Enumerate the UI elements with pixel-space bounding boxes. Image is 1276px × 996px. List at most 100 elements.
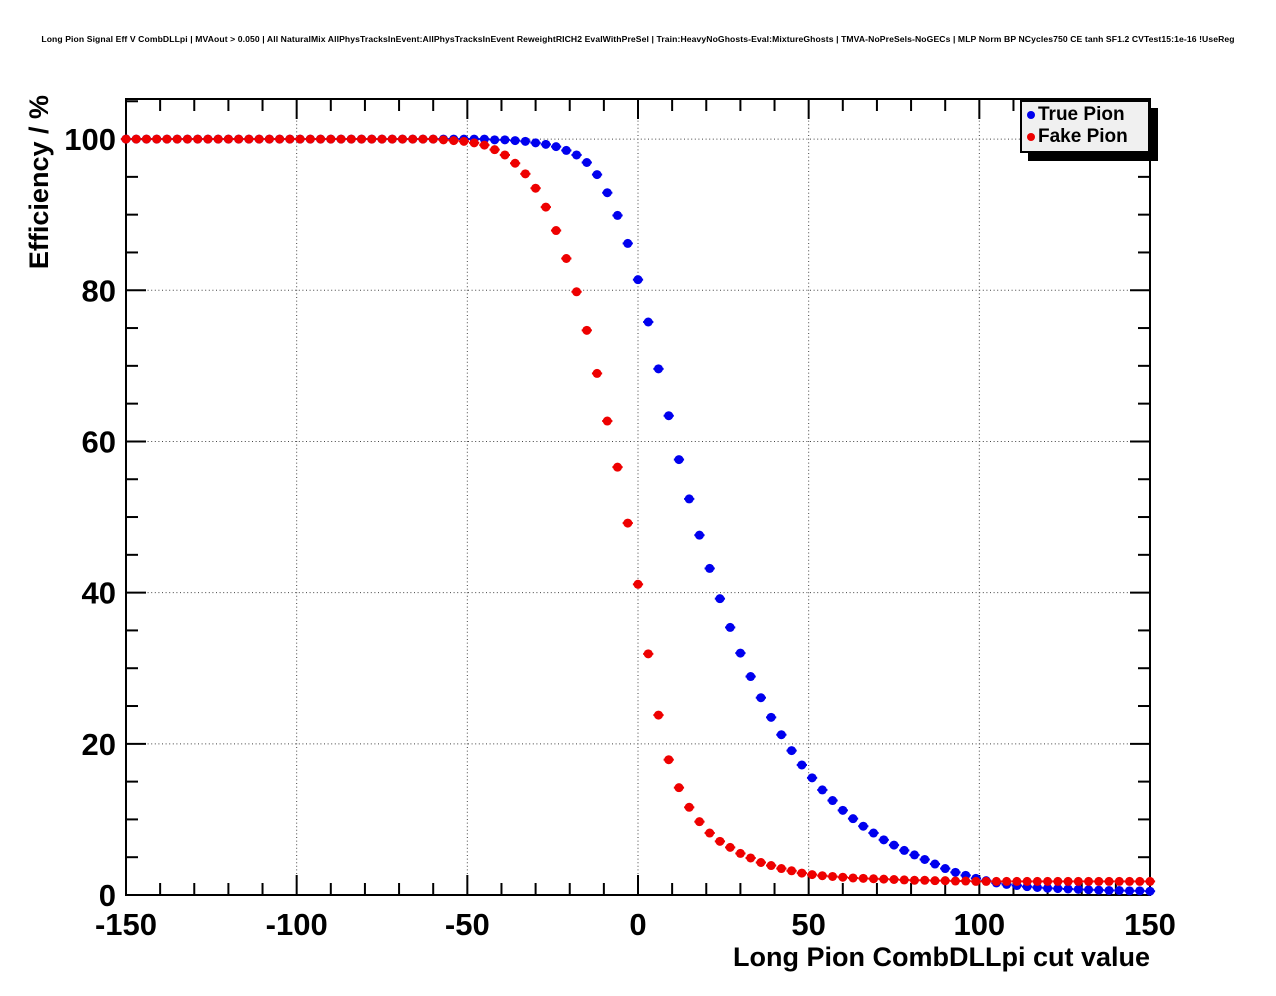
data-point: [223, 134, 233, 144]
svg-text:100: 100: [953, 907, 1005, 942]
data-point: [1135, 876, 1145, 886]
svg-text:-100: -100: [266, 907, 328, 942]
data-point: [377, 134, 387, 144]
data-point: [930, 859, 940, 869]
data-point: [1145, 886, 1155, 896]
data-point: [152, 134, 162, 144]
data-point: [613, 462, 623, 472]
axis-ticks: [125, 99, 1151, 896]
data-point: [602, 188, 612, 198]
data-point: [1073, 884, 1083, 894]
data-point: [858, 821, 868, 831]
data-point: [182, 134, 192, 144]
series-true-pion: [120, 134, 1156, 896]
data-point: [1135, 886, 1145, 896]
y-tick-labels: 0 20 40 60 80 100: [64, 122, 116, 913]
data-point: [520, 136, 530, 146]
data-point: [869, 874, 879, 884]
svg-text:20: 20: [82, 727, 116, 762]
data-point: [817, 785, 827, 795]
data-point: [1104, 885, 1114, 895]
data-point: [623, 518, 633, 528]
data-point: [387, 134, 397, 144]
data-point: [694, 530, 704, 540]
legend-label-fake-pion: Fake Pion: [1038, 126, 1128, 147]
data-point: [889, 840, 899, 850]
data-point: [602, 416, 612, 426]
data-point: [776, 864, 786, 874]
data-point: [397, 134, 407, 144]
data-point: [234, 134, 244, 144]
data-point: [705, 828, 715, 838]
data-point: [408, 134, 418, 144]
data-point: [162, 134, 172, 144]
legend-entry-true-pion: True Pion: [1022, 104, 1148, 126]
data-point: [264, 134, 274, 144]
svg-text:-50: -50: [445, 907, 490, 942]
data-point: [1094, 885, 1104, 895]
data-point: [797, 760, 807, 770]
data-point: [479, 140, 489, 150]
data-point: [469, 138, 479, 148]
data-point: [500, 150, 510, 160]
data-point: [438, 135, 448, 145]
data-point: [1145, 876, 1155, 886]
legend-entry-fake-pion: Fake Pion: [1022, 126, 1148, 148]
data-point: [940, 864, 950, 874]
data-point: [203, 134, 213, 144]
data-point: [336, 134, 346, 144]
x-tick-labels: -150 -100 -50 0 50 100 150: [95, 907, 1176, 942]
data-point: [950, 876, 960, 886]
data-point: [172, 134, 182, 144]
data-point: [971, 876, 981, 886]
data-point: [582, 157, 592, 167]
data-point: [1094, 876, 1104, 886]
data-point: [643, 317, 653, 327]
data-point: [858, 873, 868, 883]
plot-title: Long Pion Signal Eff V CombDLLpi | MVAou…: [41, 34, 1235, 44]
data-point: [592, 368, 602, 378]
data-point: [1043, 883, 1053, 893]
data-point: [838, 805, 848, 815]
data-point: [725, 622, 735, 632]
data-point: [766, 712, 776, 722]
data-point: [510, 158, 520, 168]
data-point: [346, 134, 356, 144]
data-point: [541, 139, 551, 149]
data-point: [357, 134, 367, 144]
data-point: [735, 848, 745, 858]
data-point: [1104, 876, 1114, 886]
data-point: [295, 134, 305, 144]
data-point: [285, 134, 295, 144]
data-point: [653, 710, 663, 720]
data-point: [879, 835, 889, 845]
data-point: [1032, 876, 1042, 886]
data-point: [838, 872, 848, 882]
data-point: [694, 817, 704, 827]
data-point: [869, 828, 879, 838]
gridlines: [126, 99, 1150, 895]
data-point: [551, 226, 561, 236]
fake-pion-marker-icon: [1027, 133, 1035, 141]
data-point: [776, 730, 786, 740]
data-point: [490, 135, 500, 145]
data-point: [828, 871, 838, 881]
data-point: [367, 134, 377, 144]
data-point: [1114, 885, 1124, 895]
data-point: [664, 411, 674, 421]
data-point: [1002, 876, 1012, 886]
data-point: [787, 746, 797, 756]
data-point: [1114, 876, 1124, 886]
data-point: [889, 875, 899, 885]
data-point: [582, 325, 592, 335]
data-point: [561, 254, 571, 264]
data-point: [490, 145, 500, 155]
data-point: [746, 672, 756, 682]
svg-text:60: 60: [82, 424, 116, 459]
data-point: [715, 594, 725, 604]
data-point: [797, 868, 807, 878]
data-point: [950, 867, 960, 877]
data-point: [725, 842, 735, 852]
data-point: [500, 135, 510, 145]
